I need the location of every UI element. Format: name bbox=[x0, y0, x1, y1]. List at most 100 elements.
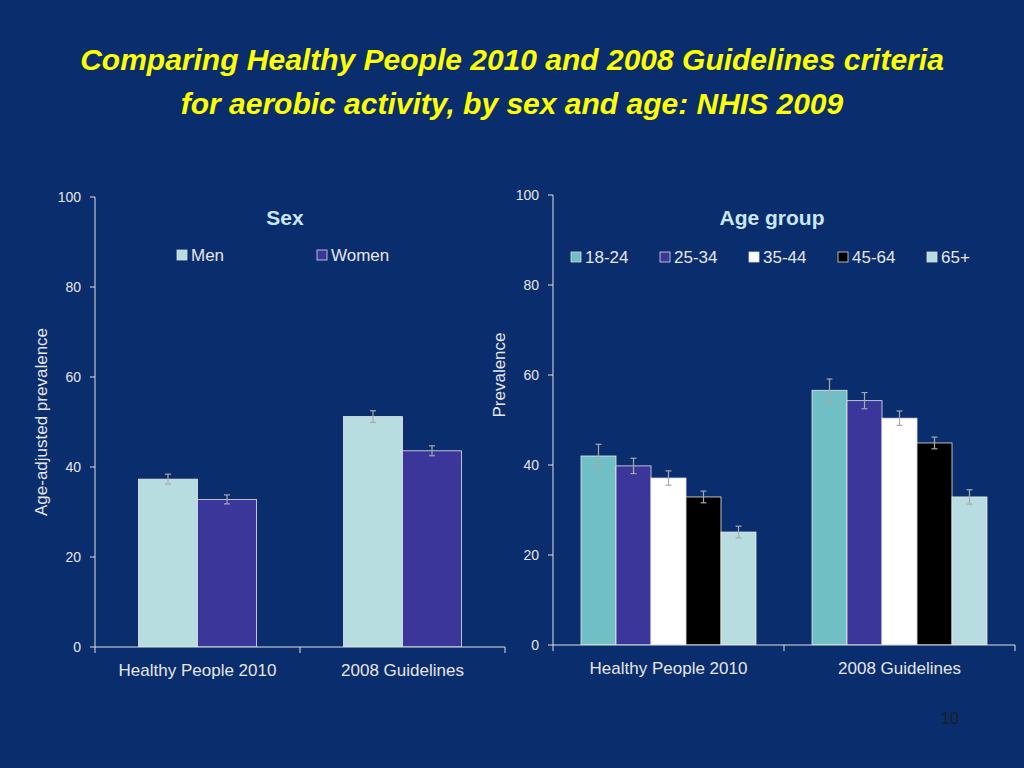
error-bar bbox=[897, 411, 903, 425]
error-line bbox=[738, 526, 739, 538]
error-cap bbox=[666, 485, 672, 486]
y-tick bbox=[548, 555, 553, 556]
error-line bbox=[829, 379, 830, 402]
bar bbox=[847, 401, 882, 645]
y-tick-label: 0 bbox=[73, 639, 81, 655]
error-bar bbox=[967, 490, 973, 504]
bar bbox=[344, 417, 403, 647]
y-tick bbox=[90, 557, 95, 558]
error-cap bbox=[736, 537, 742, 538]
legend-swatch bbox=[571, 252, 581, 262]
error-cap bbox=[932, 437, 938, 438]
error-cap bbox=[631, 458, 637, 459]
error-cap bbox=[224, 503, 230, 504]
error-line bbox=[598, 444, 599, 467]
x-tick bbox=[505, 647, 506, 653]
chart-title: Age group bbox=[720, 206, 825, 229]
error-bar bbox=[932, 437, 938, 449]
bar bbox=[198, 499, 257, 647]
y-tick-label: 100 bbox=[516, 187, 540, 203]
error-line bbox=[226, 495, 227, 504]
y-tick-label: 100 bbox=[58, 189, 82, 205]
y-tick bbox=[548, 645, 553, 646]
error-bar bbox=[701, 491, 707, 503]
legend-swatch bbox=[838, 252, 848, 262]
plot-area bbox=[581, 379, 987, 645]
x-tick-label: Healthy People 2010 bbox=[590, 659, 748, 678]
bar bbox=[686, 497, 721, 645]
error-bar bbox=[429, 446, 435, 456]
x-tick bbox=[95, 647, 96, 653]
slide: Comparing Healthy People 2010 and 2008 G… bbox=[0, 0, 1024, 768]
error-cap bbox=[701, 502, 707, 503]
x-tick bbox=[784, 645, 785, 651]
bar bbox=[917, 443, 952, 645]
error-bar bbox=[827, 379, 833, 402]
y-axis bbox=[95, 197, 96, 647]
y-tick-label: 80 bbox=[523, 277, 539, 293]
y-tick-label: 80 bbox=[65, 279, 81, 295]
legend-label: 25-34 bbox=[674, 248, 717, 267]
y-tick bbox=[548, 375, 553, 376]
error-bar bbox=[165, 474, 171, 484]
y-tick bbox=[548, 285, 553, 286]
error-cap bbox=[631, 473, 637, 474]
legend-label: 35-44 bbox=[763, 248, 806, 267]
error-cap bbox=[224, 494, 230, 495]
y-tick bbox=[90, 647, 95, 648]
error-cap bbox=[165, 484, 171, 485]
error-bar bbox=[224, 495, 230, 504]
error-cap bbox=[596, 467, 602, 468]
error-cap bbox=[897, 425, 903, 426]
error-line bbox=[431, 446, 432, 456]
error-cap bbox=[429, 455, 435, 456]
error-line bbox=[864, 393, 865, 409]
error-cap bbox=[862, 392, 868, 393]
chart: SexMenWomen020406080100Age-adjusted prev… bbox=[32, 189, 505, 680]
error-line bbox=[633, 458, 634, 473]
y-axis-label: Age-adjusted prevalence bbox=[32, 328, 51, 516]
error-line bbox=[372, 411, 373, 423]
legend-label: Men bbox=[191, 246, 224, 265]
y-tick bbox=[90, 287, 95, 288]
bar bbox=[882, 418, 917, 645]
x-tick-label: 2008 Guidelines bbox=[341, 661, 464, 680]
y-axis bbox=[553, 195, 554, 645]
bar bbox=[403, 451, 462, 647]
plot-area bbox=[139, 411, 462, 647]
charts: 10SexMenWomen020406080100Age-adjusted pr… bbox=[0, 0, 1024, 768]
x-tick-label: 2008 Guidelines bbox=[838, 659, 961, 678]
y-tick-label: 20 bbox=[523, 547, 539, 563]
y-tick-label: 20 bbox=[65, 549, 81, 565]
bar bbox=[581, 456, 616, 645]
error-cap bbox=[897, 410, 903, 411]
y-tick bbox=[90, 377, 95, 378]
error-cap bbox=[827, 401, 833, 402]
slide-title: Comparing Healthy People 2010 and 2008 G… bbox=[62, 38, 962, 126]
y-tick bbox=[90, 467, 95, 468]
error-cap bbox=[165, 474, 171, 475]
error-bar bbox=[736, 526, 742, 538]
error-cap bbox=[596, 444, 602, 445]
error-bar bbox=[596, 444, 602, 467]
x-tick bbox=[300, 647, 301, 653]
error-cap bbox=[967, 489, 973, 490]
y-tick bbox=[90, 197, 95, 198]
error-line bbox=[934, 437, 935, 449]
error-cap bbox=[701, 491, 707, 492]
bar bbox=[952, 497, 987, 645]
legend-swatch bbox=[927, 252, 937, 262]
x-tick bbox=[1015, 645, 1016, 651]
error-line bbox=[668, 471, 669, 485]
error-cap bbox=[827, 378, 833, 379]
legend-swatch bbox=[317, 250, 327, 260]
error-cap bbox=[429, 445, 435, 446]
bar bbox=[721, 532, 756, 645]
chart-title: Sex bbox=[266, 206, 304, 229]
error-line bbox=[969, 490, 970, 504]
error-line bbox=[167, 474, 168, 484]
x-tick-label: Healthy People 2010 bbox=[119, 661, 277, 680]
y-tick bbox=[548, 465, 553, 466]
error-cap bbox=[862, 408, 868, 409]
error-bar bbox=[631, 458, 637, 473]
